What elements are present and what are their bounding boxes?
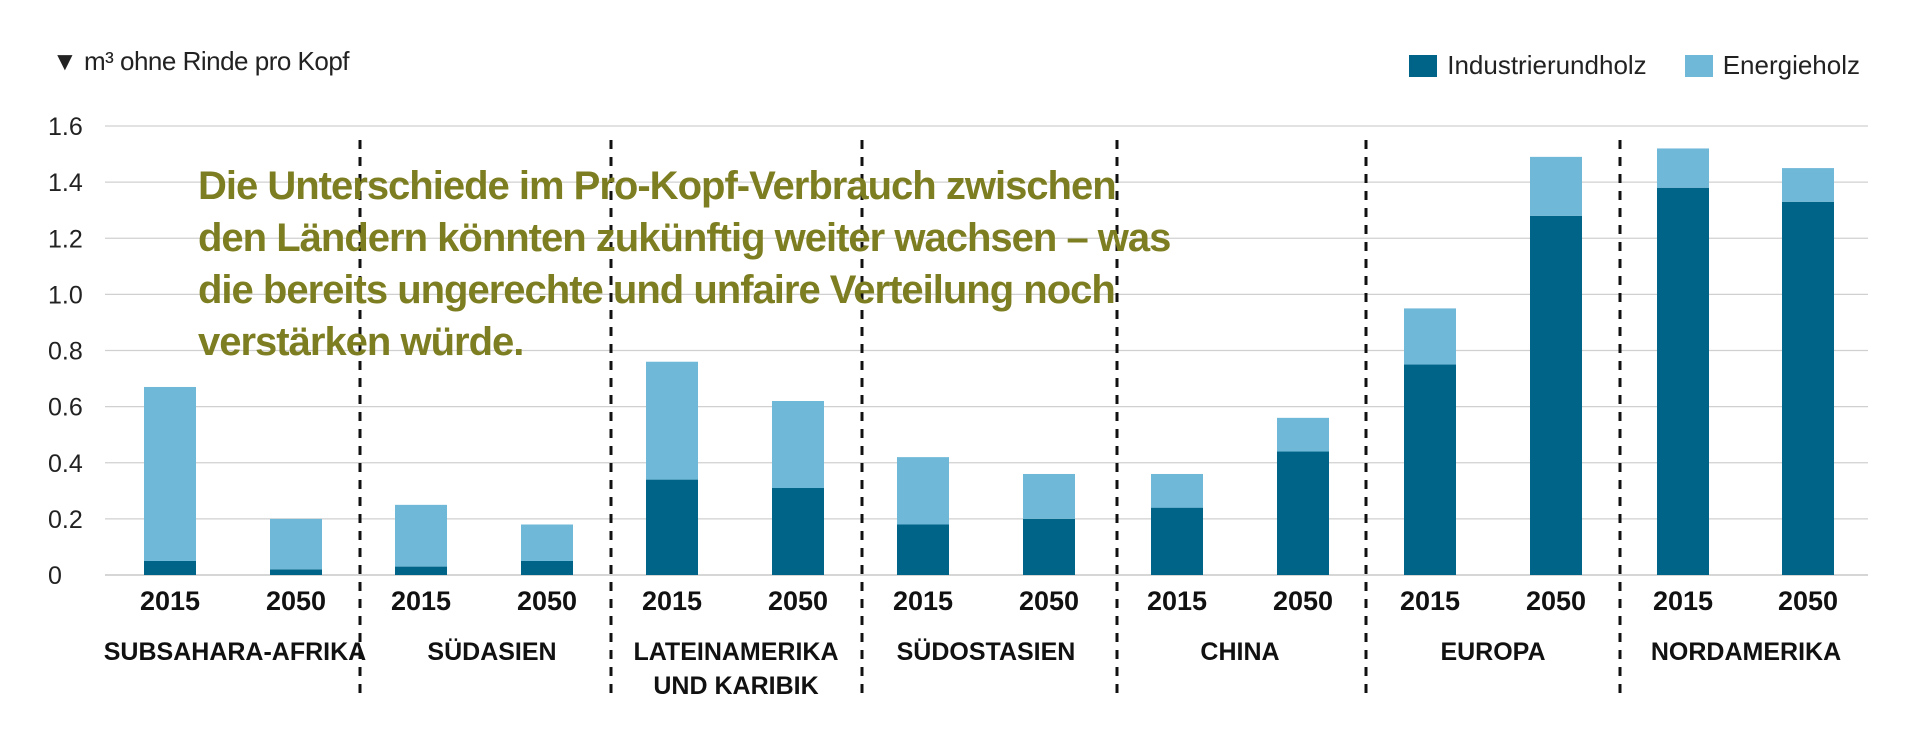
bar-industrial (144, 560, 196, 575)
x-tick-label-year: 2050 (1019, 586, 1079, 616)
y-tick-label: 0.4 (48, 450, 83, 478)
chart-headline: Die Unterschiede im Pro-Kopf-Verbrauch z… (198, 164, 1171, 364)
unit-label-text: m³ ohne Rinde pro Kopf (83, 46, 350, 76)
region-label: UND KARIBIK (653, 672, 818, 700)
y-tick-label: 1.4 (48, 169, 83, 197)
x-tick-label-year: 2015 (642, 586, 702, 616)
region-label: EUROPA (1440, 638, 1545, 666)
x-tick-label-year: 2015 (1400, 586, 1460, 616)
legend-label-industrial: Industrierundholz (1447, 50, 1647, 80)
bar-energy (1151, 473, 1203, 508)
y-tick-label: 0 (48, 562, 62, 590)
x-tick-label-year: 2050 (266, 586, 326, 616)
bar-energy (270, 518, 322, 570)
bar-industrial (897, 524, 949, 575)
bar-industrial (1782, 201, 1834, 576)
bar-energy (144, 386, 196, 561)
y-tick-label: 0.2 (48, 506, 83, 534)
region-label: CHINA (1200, 638, 1279, 666)
bar-industrial (1404, 364, 1456, 575)
x-tick-label-year: 2050 (1778, 586, 1838, 616)
bar-energy (1023, 473, 1075, 519)
x-tick-label-year: 2050 (768, 586, 828, 616)
unit-marker-icon: ▼ (52, 46, 78, 76)
legend-item-industrial: Industrierundholz (1409, 50, 1647, 81)
bar-energy (395, 504, 447, 567)
y-axis-unit-label: ▼ m³ ohne Rinde pro Kopf (52, 46, 350, 77)
legend-item-energy: Energieholz (1684, 50, 1860, 81)
bar-industrial (1277, 451, 1329, 575)
bar-industrial (521, 560, 573, 575)
legend-label-energy: Energieholz (1722, 50, 1860, 80)
legend: Industrierundholz Energieholz (1371, 50, 1860, 81)
legend-swatch-energy (1684, 54, 1713, 77)
bar-industrial (1657, 187, 1709, 576)
x-tick-label-year: 2015 (391, 586, 451, 616)
x-tick-label-year: 2015 (893, 586, 953, 616)
bar-energy (646, 361, 698, 480)
bar-energy (1782, 168, 1834, 202)
x-tick-label-year: 2050 (1526, 586, 1586, 616)
bar-energy (1530, 156, 1582, 216)
bar-industrial (646, 479, 698, 575)
bar-industrial (395, 566, 447, 575)
bar-energy (1277, 417, 1329, 452)
region-label: SÜDOSTASIEN (897, 637, 1076, 666)
bar-industrial (270, 569, 322, 575)
bar-energy (521, 524, 573, 561)
bar-industrial (772, 488, 824, 575)
bar-energy (1657, 148, 1709, 188)
x-tick-label-year: 2015 (1147, 586, 1207, 616)
legend-swatch-industrial (1409, 54, 1438, 77)
x-tick-label-year: 2050 (1273, 586, 1333, 616)
region-label: SÜDASIEN (427, 637, 556, 666)
x-tick-label-year: 2015 (1653, 586, 1713, 616)
region-label: NORDAMERIKA (1651, 638, 1841, 666)
bar-energy (772, 401, 824, 489)
y-tick-label: 1.0 (48, 281, 83, 309)
y-tick-label: 0.8 (48, 338, 83, 366)
y-tick-label: 1.2 (48, 225, 83, 253)
bar-energy (897, 457, 949, 525)
y-tick-label: 0.6 (48, 394, 83, 422)
bar-industrial (1530, 215, 1582, 576)
bar-industrial (1151, 507, 1203, 575)
region-label: LATEINAMERIKA (633, 638, 838, 666)
x-tick-label-year: 2050 (517, 586, 577, 616)
x-tick-label-year: 2015 (140, 586, 200, 616)
region-label: SUBSAHARA-AFRIKA (104, 638, 367, 666)
bar-energy (1404, 308, 1456, 365)
y-tick-label: 1.6 (48, 113, 83, 141)
bar-industrial (1023, 518, 1075, 575)
